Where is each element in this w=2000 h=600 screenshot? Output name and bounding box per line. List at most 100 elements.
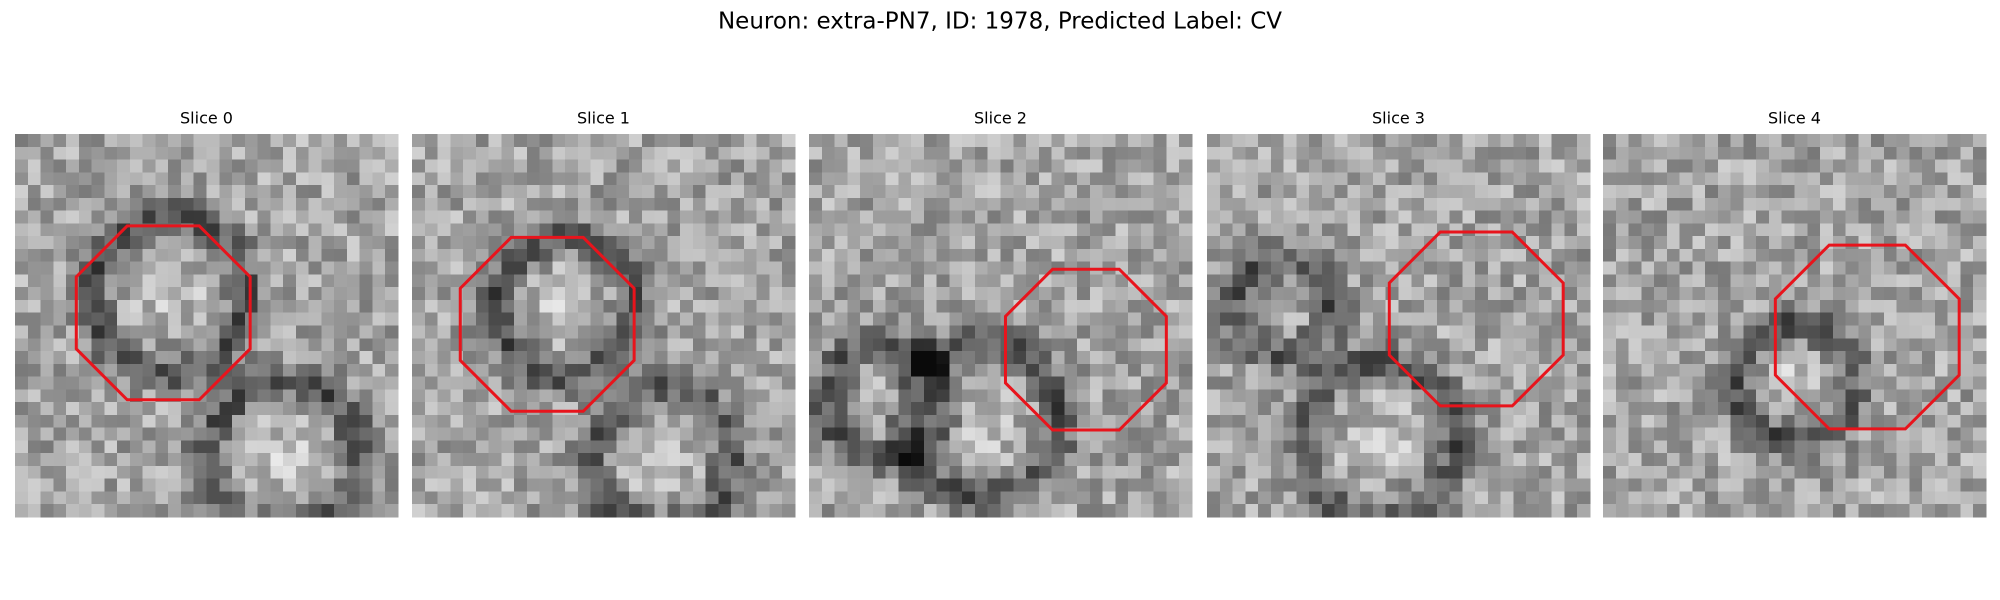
pixel	[66, 197, 80, 212]
pixel	[501, 312, 515, 326]
pixel	[1153, 299, 1167, 314]
pixel	[1424, 287, 1438, 301]
pixel	[40, 197, 54, 212]
pixel	[1321, 427, 1336, 441]
pixel	[1705, 402, 1719, 416]
pixel	[334, 363, 348, 378]
pixel	[616, 376, 630, 390]
pixel	[372, 363, 386, 378]
pixel	[475, 491, 490, 505]
pixel	[847, 197, 861, 212]
pixel	[1102, 478, 1116, 492]
pixel	[104, 351, 118, 365]
pixel	[1411, 287, 1425, 301]
pixel	[475, 261, 490, 275]
pixel	[334, 376, 348, 390]
pixel	[641, 134, 656, 148]
pixel	[168, 453, 182, 467]
pixel	[475, 248, 490, 263]
pixel	[692, 210, 707, 224]
pixel	[78, 236, 93, 250]
pixel	[1603, 402, 1617, 416]
pixel	[334, 159, 348, 173]
pixel	[962, 402, 976, 416]
pixel	[847, 236, 861, 250]
pixel	[987, 210, 1001, 224]
pixel	[782, 465, 796, 480]
pixel	[1140, 440, 1155, 454]
pixel	[1000, 210, 1014, 224]
pixel	[1781, 197, 1795, 212]
pixel	[1781, 338, 1795, 352]
pixel	[629, 325, 643, 339]
pixel	[616, 236, 630, 250]
pixel	[1411, 274, 1425, 288]
pixel	[756, 453, 770, 467]
pixel	[1077, 197, 1091, 212]
pixel	[15, 376, 29, 390]
pixel	[168, 478, 182, 492]
pixel	[40, 351, 54, 365]
pixel	[129, 172, 144, 186]
pixel	[603, 504, 617, 518]
pixel	[936, 453, 950, 467]
pixel	[1551, 299, 1565, 314]
pixel	[1820, 440, 1834, 454]
pixel	[1487, 376, 1502, 390]
pixel	[78, 427, 93, 441]
pixel	[1140, 185, 1155, 199]
pixel	[565, 146, 579, 161]
pixel	[104, 363, 118, 378]
pixel	[1128, 363, 1142, 378]
pixel	[1934, 440, 1949, 454]
pixel	[577, 185, 592, 199]
pixel	[1564, 453, 1578, 467]
pixel	[1858, 312, 1872, 326]
pixel	[1475, 312, 1489, 326]
pixel	[1128, 465, 1142, 480]
pixel	[346, 287, 361, 301]
pixel	[1781, 312, 1795, 326]
pixel	[552, 325, 566, 339]
pixel	[1258, 478, 1272, 492]
pixel	[1756, 134, 1770, 148]
pixel	[629, 236, 643, 250]
pixel	[1179, 414, 1193, 429]
pixel	[501, 414, 515, 429]
pixel	[667, 504, 681, 518]
pixel	[1756, 223, 1770, 237]
pixel	[514, 325, 528, 339]
pixel	[1398, 376, 1412, 390]
pixel	[155, 172, 169, 186]
pixel	[1347, 312, 1361, 326]
pixel	[53, 414, 67, 429]
pixel	[847, 363, 861, 378]
pixel	[1424, 351, 1438, 365]
pixel	[501, 185, 515, 199]
pixel	[1309, 363, 1323, 378]
pixel	[15, 389, 29, 403]
pixel	[1526, 389, 1540, 403]
pixel	[168, 491, 182, 505]
pixel	[232, 363, 246, 378]
pixel	[847, 338, 861, 352]
pixel	[40, 146, 54, 161]
pixel	[1858, 134, 1872, 148]
pixel	[1896, 351, 1910, 365]
pixel	[1232, 312, 1246, 326]
pixel	[1603, 478, 1617, 492]
pixel	[463, 427, 477, 441]
pixel	[168, 402, 182, 416]
pixel	[1794, 363, 1808, 378]
pixel	[936, 261, 950, 275]
pixel	[1922, 134, 1936, 148]
pixel	[911, 312, 925, 326]
pixel	[1347, 465, 1361, 480]
pixel	[1487, 287, 1502, 301]
pixel	[769, 453, 783, 467]
pixel	[1513, 414, 1527, 429]
pixel	[1730, 363, 1744, 378]
pixel	[501, 159, 515, 173]
pixel	[1219, 478, 1234, 492]
pixel	[1026, 159, 1040, 173]
